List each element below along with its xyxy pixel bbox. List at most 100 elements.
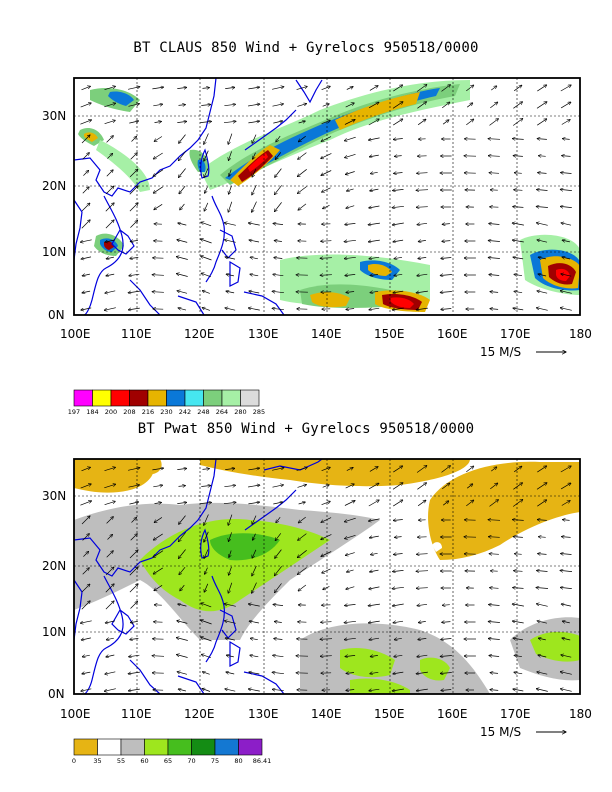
panel-2-wind-vector [128, 468, 140, 471]
panel-1-colorbar-swatch [240, 389, 260, 407]
panel-1-wind-vector [537, 85, 546, 92]
panel-1-wind-vector [202, 88, 210, 89]
panel-1-wind-vector [248, 223, 260, 226]
panel-2-wind-vector [416, 588, 428, 589]
panel-1-lon-130e: 130E [248, 327, 279, 341]
panel-2-wind-vector [490, 483, 497, 490]
panel-1-wind-vector [369, 86, 378, 91]
panel-1-wind-vector [466, 103, 473, 108]
panel-2-wind-vector [272, 485, 284, 488]
panel-1-wind-vector [392, 222, 404, 225]
panel-2-wind-vector [393, 466, 402, 473]
panel-1-wind-vector [225, 87, 235, 88]
panel-2-wind-vector [440, 673, 452, 674]
panel-2-wind-vector [130, 621, 138, 622]
panel-1-wind-vector [128, 104, 140, 107]
panel-2-wind-vector [560, 587, 572, 588]
panel-2-wind-vector [105, 601, 114, 610]
panel-1-colorbar-swatch [129, 389, 149, 407]
panel-1-wind-vector [128, 291, 140, 293]
panel-1-wind-vector [368, 240, 380, 242]
panel-2-lon-100e: 100E [60, 707, 91, 721]
panel-2-wind-vector [560, 483, 571, 490]
panel-1-wind-vector [344, 257, 356, 258]
panel-2-wind-vector [275, 583, 282, 592]
panel-1-wind-vector [489, 119, 499, 126]
panel-2-lon-170e: 170E [500, 707, 531, 721]
panel-1-lon-160e: 160E [437, 327, 468, 341]
panel-1-wind-vector [489, 275, 500, 276]
panel-2-wind-vector [224, 485, 235, 486]
panel-1-wind-vector [346, 87, 353, 90]
panel-1-wind-vector [298, 135, 306, 142]
panel-1-wind-vector [152, 292, 164, 293]
panel-1-wind-vector [129, 203, 138, 212]
panel-1-wind-vector [224, 240, 236, 243]
panel-2-wind-vector [370, 655, 378, 656]
panel-1-wind-vector [561, 223, 572, 226]
panel-1-wind-vector [441, 85, 451, 92]
panel-2-wind-vector [225, 468, 235, 469]
panel-2-wind-vector [346, 467, 353, 471]
panel-1-wind-vector [226, 274, 234, 276]
panel-2-wind-vector [224, 604, 236, 607]
panel-2-wind-vector [537, 672, 548, 675]
panel-2-wind-vector [560, 570, 573, 571]
panel-2-wind-vector [321, 467, 331, 472]
panel-1-wind-vector [345, 223, 356, 224]
panel-1-wind-vector [253, 152, 256, 160]
panel-1-wind-vector [228, 201, 233, 212]
panel-1-lon-120e: 120E [184, 327, 215, 341]
panel-2-wind-vector [176, 638, 188, 641]
panel-2-wind-vector [560, 689, 572, 692]
panel-1-wind-vector [248, 308, 260, 311]
panel-1-wind-vector [154, 204, 163, 209]
panel-2-wind-vector [130, 638, 139, 639]
panel-2-wind-vector [200, 502, 211, 503]
panel-1-wind-vector [560, 189, 572, 190]
panel-2-wind-vector [178, 689, 186, 691]
panel-2-wind-vector [274, 566, 282, 575]
panel-2-wind-vector [394, 537, 402, 538]
panel-1-wind-vector [104, 103, 115, 108]
panel-2-wind-vector [131, 518, 137, 523]
panel-1-wind-vector [128, 87, 140, 90]
panel-2-wind-vector [274, 639, 283, 640]
panel-1-wind-vector [537, 139, 547, 140]
panel-2-wind-vector [83, 551, 88, 557]
panel-2-wind-vector [321, 517, 332, 523]
panel-1-wind-vector [416, 85, 427, 92]
panel-1-wind-vector [513, 85, 522, 92]
panel-1-wind-vector [105, 220, 114, 229]
panel-1-wind-vector [538, 173, 547, 174]
panel-2-wind-vector [153, 567, 163, 574]
panel-1-wind-vector [488, 139, 501, 140]
panel-1-wind-vector [225, 257, 236, 260]
panel-1-wind-vector [80, 103, 92, 108]
panel-1-wind-vector [393, 85, 402, 92]
panel-2-wind-vector [201, 654, 211, 659]
panel-1-colorbar-swatch [92, 389, 112, 407]
panel-2-wind-vector [489, 656, 500, 657]
panel-2-colorbar-swatch [144, 738, 169, 756]
panel-2-wind-vector [442, 622, 451, 623]
panel-1-wind-vector [106, 136, 114, 143]
panel-2-colorbar-tick: 75 [211, 757, 219, 765]
panel-1-wind-vector [346, 292, 355, 293]
panel-1-wind-vector [201, 222, 212, 227]
panel-1-wind-vector [130, 220, 137, 228]
panel-1-wind-vectors [80, 85, 572, 311]
panel-1-wind-vector [346, 189, 354, 191]
panel-2-wind-vector [179, 515, 186, 525]
panel-2-wind-vector [82, 534, 90, 541]
panel-1-wind-vector [81, 220, 90, 229]
panel-1-wind-vector [104, 307, 116, 311]
panel-2-wind-vector [105, 671, 116, 674]
panel-1-wind-vector [130, 257, 139, 258]
panel-1-wind-vector [442, 224, 450, 225]
panel-2-wind-vector [368, 500, 379, 507]
panel-2-wind-vector [200, 620, 212, 625]
panel-1-wind-vector [104, 86, 116, 91]
panel-2-wind-vector [129, 550, 138, 559]
panel-1-wind-vector [81, 86, 91, 91]
